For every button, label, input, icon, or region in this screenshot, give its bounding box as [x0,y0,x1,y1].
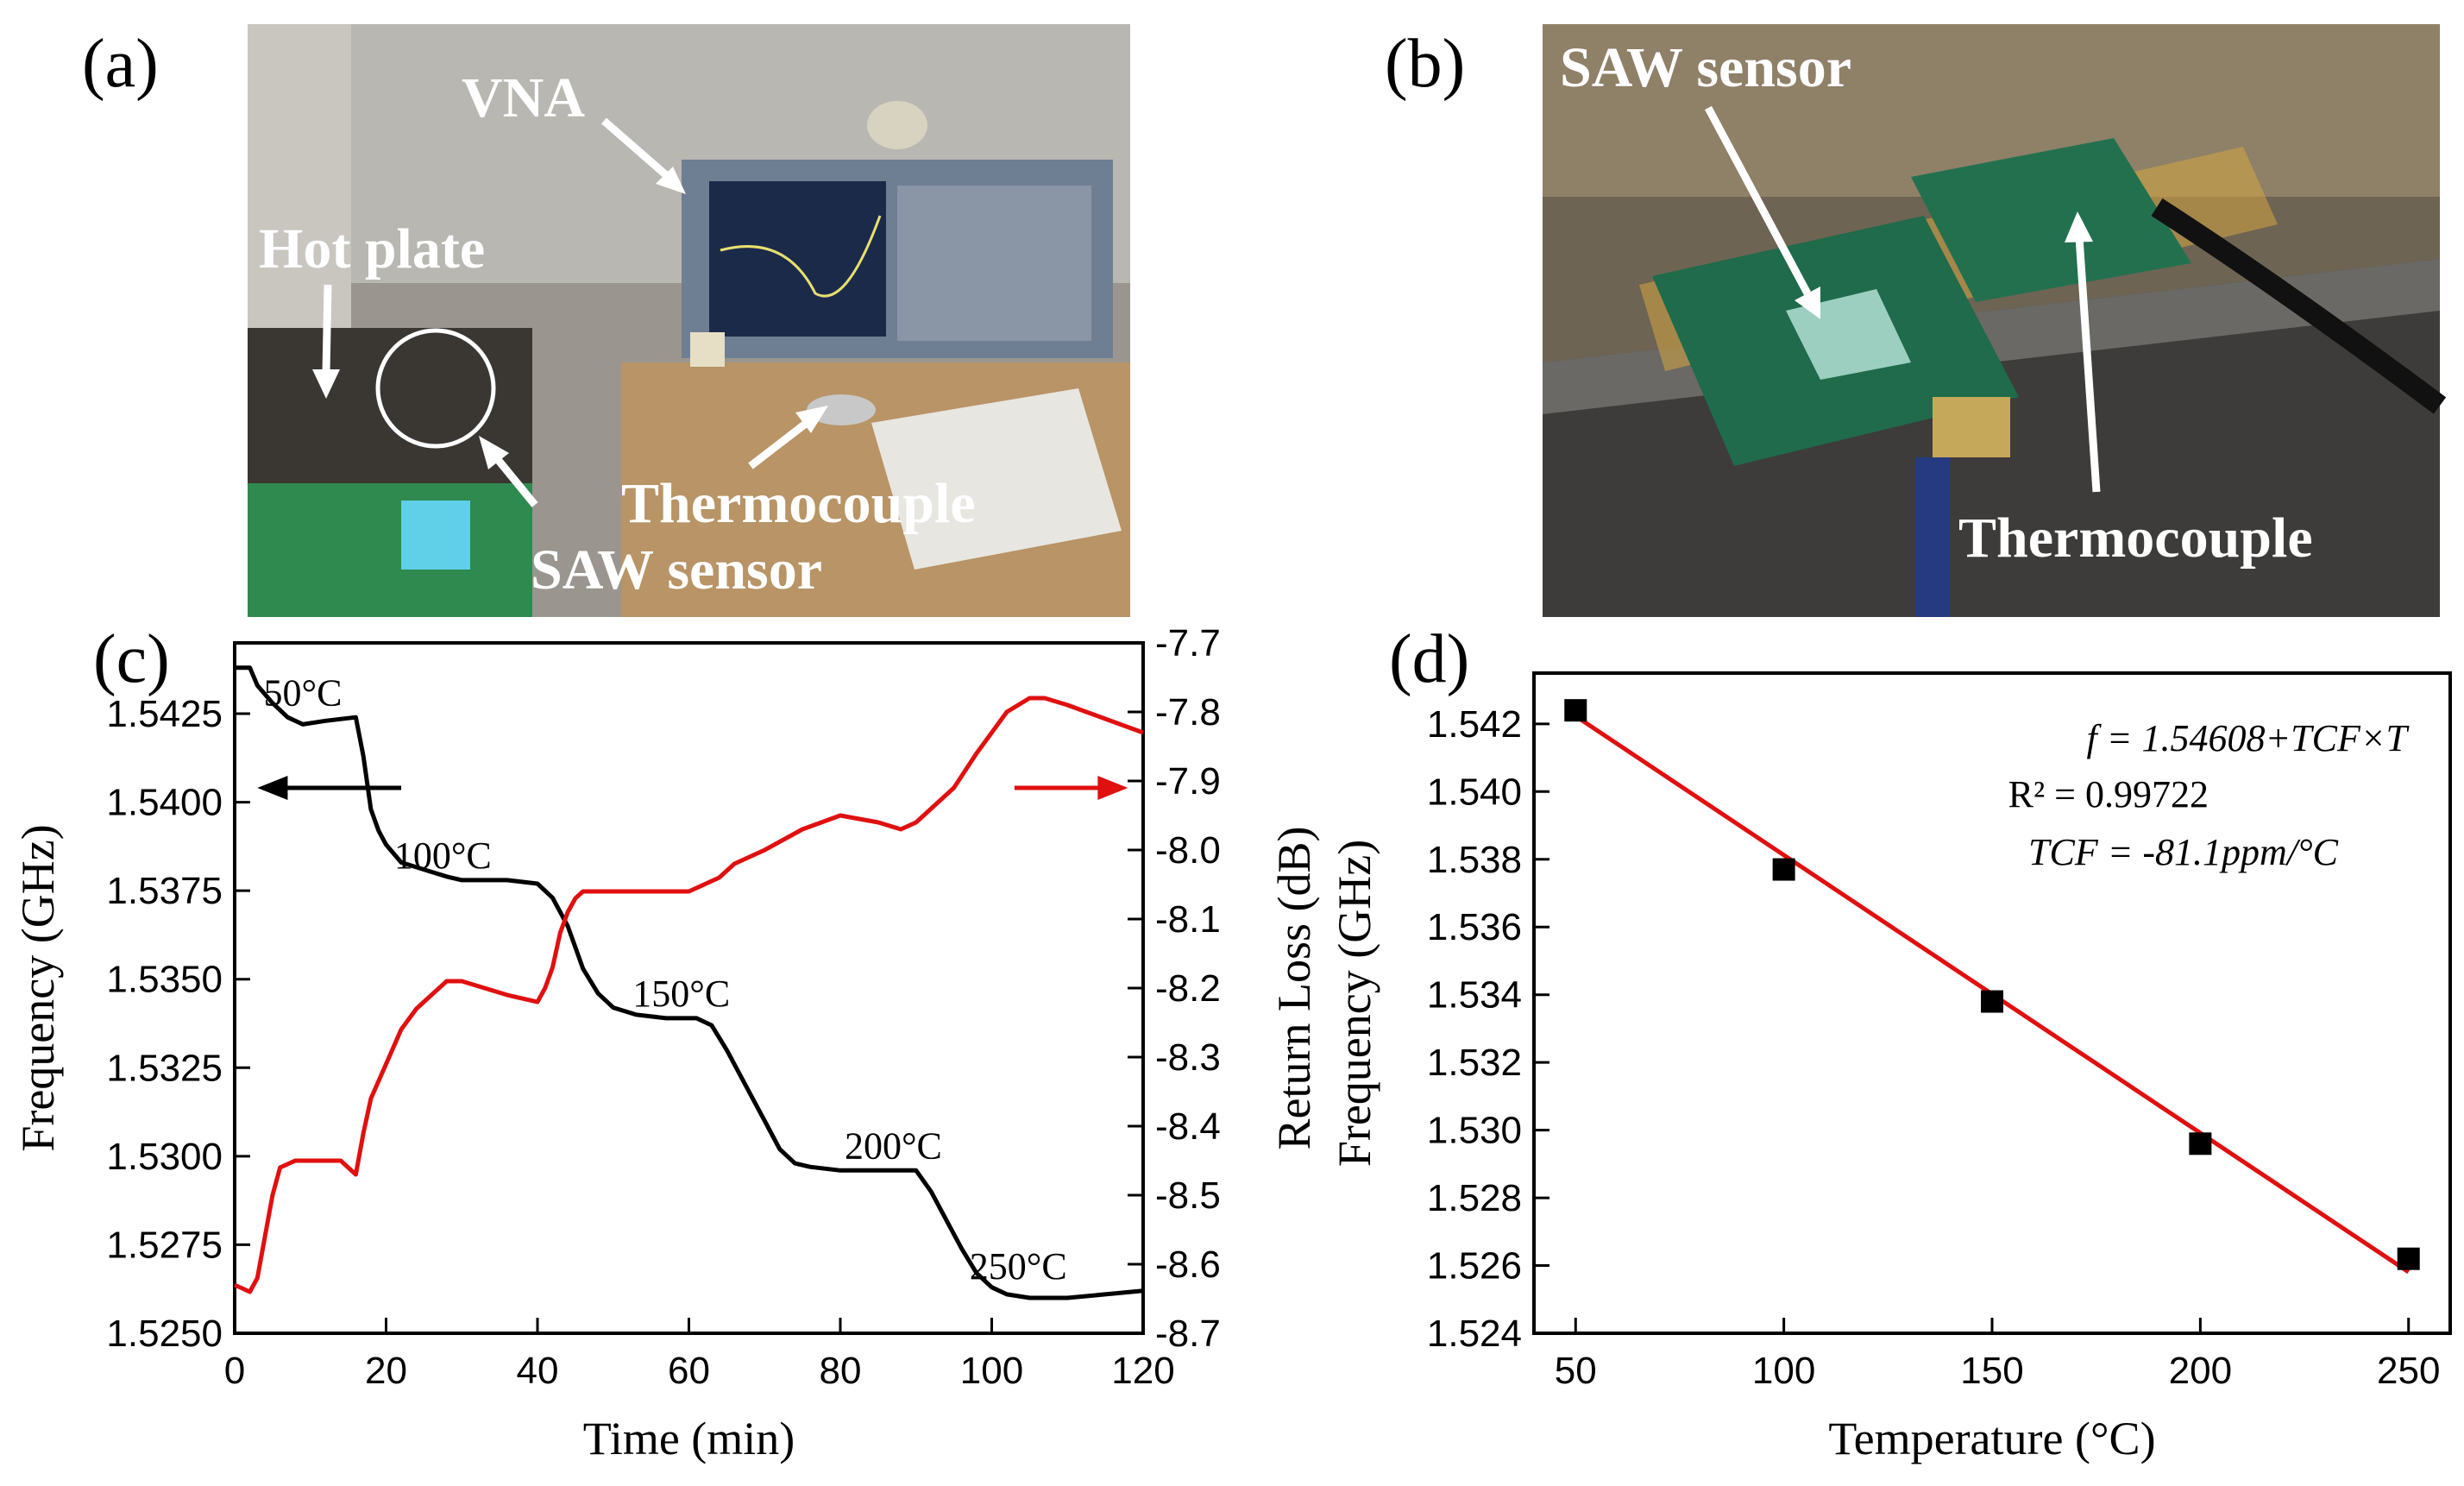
x-tick-label-c: 40 [517,1350,559,1392]
y-tick-label-c: 1.5325 [106,1047,223,1089]
y-tick-label-c: 1.5375 [106,870,223,912]
arrow-thermocouple-a [748,419,809,469]
y2-tick-label-c: -8.0 [1155,829,1221,872]
y-tick-label-d: 1.538 [1427,839,1522,881]
callout-saw-a: SAW sensor [531,538,822,601]
y-tick-label-d: 1.530 [1427,1110,1522,1152]
callout-saw-b: SAW sensor [1560,36,1851,99]
panel-label-c: (c) [93,621,170,697]
y-tick-label-c: 1.5275 [106,1224,223,1266]
y-axis-title-d: Frequency (GHz) [1329,840,1380,1167]
panel-label-b: (b) [1385,26,1465,102]
x-tick-label-c: 60 [668,1350,710,1392]
series-line-frequency [235,665,1144,1300]
photo-b [1543,24,2447,617]
fit-equation: f = 1.54608+TCF×T [2087,717,2411,759]
y-tick-label-d: 1.532 [1427,1042,1522,1084]
data-point [1564,699,1587,722]
arrow-saw-a [493,455,538,507]
data-point [1981,990,2003,1013]
arrow-saw-b [1705,105,1811,296]
y-tick-label-d: 1.528 [1427,1177,1522,1219]
x-tick-label-d: 250 [2377,1350,2440,1392]
y-tick-label-c: 1.5350 [106,959,223,1001]
arrow-right-head [1097,776,1128,800]
arrow-vna [601,117,674,183]
data-point [2189,1132,2212,1155]
photo-b-callouts: SAW sensor Thermocouple [1560,36,2313,570]
y2-tick-label-c: -8.1 [1155,898,1221,941]
y2-tick-label-c: -8.5 [1155,1174,1221,1217]
y2-tick-label-c: -8.7 [1155,1313,1221,1355]
y-tick-label-d: 1.524 [1427,1313,1522,1355]
y2-tick-label-c: -7.9 [1155,760,1221,803]
series-line-return-loss [233,696,1144,1294]
y-axis-title-c: Frequency (GHz) [12,824,64,1151]
y2-tick-label-c: -7.7 [1155,622,1221,664]
y-tick-label-c: 1.5425 [106,693,223,735]
arrow-hot-plate [322,284,332,374]
y-tick-label-d: 1.526 [1427,1245,1522,1288]
y-tick-label-c: 1.5300 [106,1136,223,1178]
x-tick-label-c: 100 [960,1350,1023,1392]
y2-tick-label-c: -7.8 [1155,691,1221,734]
x-tick-label-c: 80 [820,1350,862,1392]
chart-d: 50 100 150 200 250 1.524 1.526 1.528 1.530 1.532 1… [1329,671,2452,1464]
data-point [2397,1247,2420,1270]
callout-thermocouple-a: Thermocouple [621,472,976,535]
temp-annotation: 100°C [394,834,492,877]
y-tick-label-d: 1.536 [1427,906,1522,948]
chart-c: 0 20 40 60 80 100 120 1.5250 1.5275 1.5300 1.5325 1… [12,622,1320,1464]
arrow-thermocouple-b [2075,236,2101,493]
temp-annotation: 250°C [970,1245,1067,1288]
fit-tcf: TCF = -81.1ppm/°C [2028,831,2339,873]
x-tick-label-d: 50 [1555,1350,1597,1392]
y-tick-label-d: 1.540 [1427,771,1522,813]
x-tick-label-c: 120 [1111,1350,1174,1392]
fit-r-squared: R² = 0.99722 [2008,773,2209,815]
x-tick-label-d: 150 [1960,1350,2023,1392]
y2-tick-label-c: -8.3 [1155,1036,1221,1079]
y2-tick-label-c: -8.6 [1155,1244,1221,1286]
y2-tick-label-c: -8.2 [1155,967,1221,1010]
temp-annotation: 200°C [845,1125,942,1168]
panel-label-a: (a) [82,26,159,102]
photo-a-callouts: VNA Hot plate Thermocouple SAW sensor [259,66,976,601]
y-tick-label-d: 1.534 [1427,974,1522,1017]
y2-tick-label-c: -8.4 [1155,1105,1221,1148]
y-tick-label-c: 1.5250 [106,1313,223,1355]
temp-annotation: 50°C [263,671,342,714]
x-tick-label-d: 200 [2169,1350,2232,1392]
y-tick-label-d: 1.542 [1427,703,1522,746]
photo-a [248,24,1130,617]
arrow-left-head [257,776,288,800]
x-axis-title-c: Time (min) [583,1413,795,1464]
callout-vna: VNA [462,66,585,129]
callout-thermocouple-b: Thermocouple [1958,507,2313,570]
data-point [1772,858,1795,881]
temp-annotation: 150°C [632,973,730,1015]
callout-hot-plate: Hot plate [259,217,485,280]
x-tick-label-c: 0 [224,1350,245,1392]
panel-label-d: (d) [1389,621,1469,697]
x-tick-label-d: 100 [1752,1350,1815,1392]
y2-axis-title-c: Return Loss (dB) [1268,827,1320,1150]
x-tick-label-c: 20 [365,1350,407,1392]
y-tick-label-c: 1.5400 [106,782,223,824]
x-axis-title-d: Temperature (°C) [1828,1413,2155,1464]
